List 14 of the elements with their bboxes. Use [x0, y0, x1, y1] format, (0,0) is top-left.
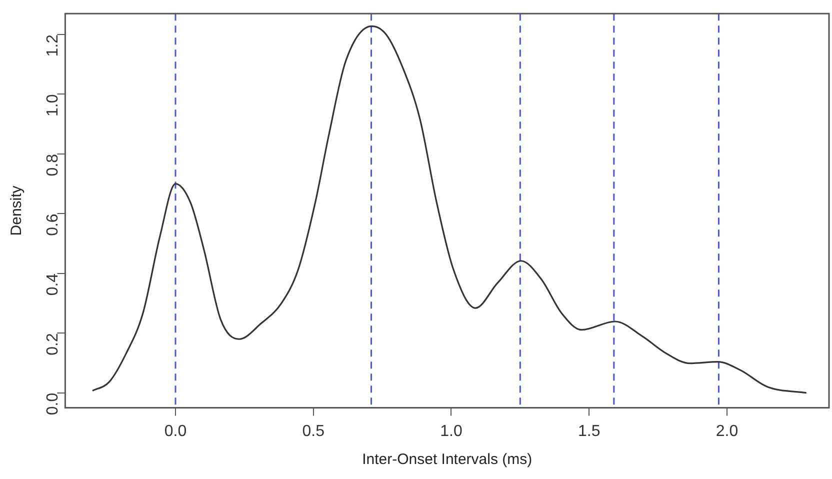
y-tick-label: 1.2 — [44, 34, 62, 57]
x-tick-label: 1.5 — [578, 422, 600, 440]
y-tick-label: 0.8 — [44, 154, 62, 176]
y-tick-label: 0.0 — [44, 392, 62, 416]
y-tick-label: 1.0 — [44, 94, 62, 116]
x-tick-label: 2.0 — [716, 422, 738, 440]
y-tick-label: 0.6 — [44, 214, 62, 236]
y-tick-label: 0.2 — [44, 333, 62, 356]
y-axis-title: Density — [8, 185, 26, 236]
y-tick-label: 0.4 — [44, 273, 62, 296]
x-axis-title: Inter-Onset Intervals (ms) — [362, 451, 532, 468]
x-tick-label: 0.5 — [302, 422, 325, 440]
x-tick-label: 0.0 — [164, 422, 187, 440]
x-tick-label: 1.0 — [440, 422, 462, 440]
